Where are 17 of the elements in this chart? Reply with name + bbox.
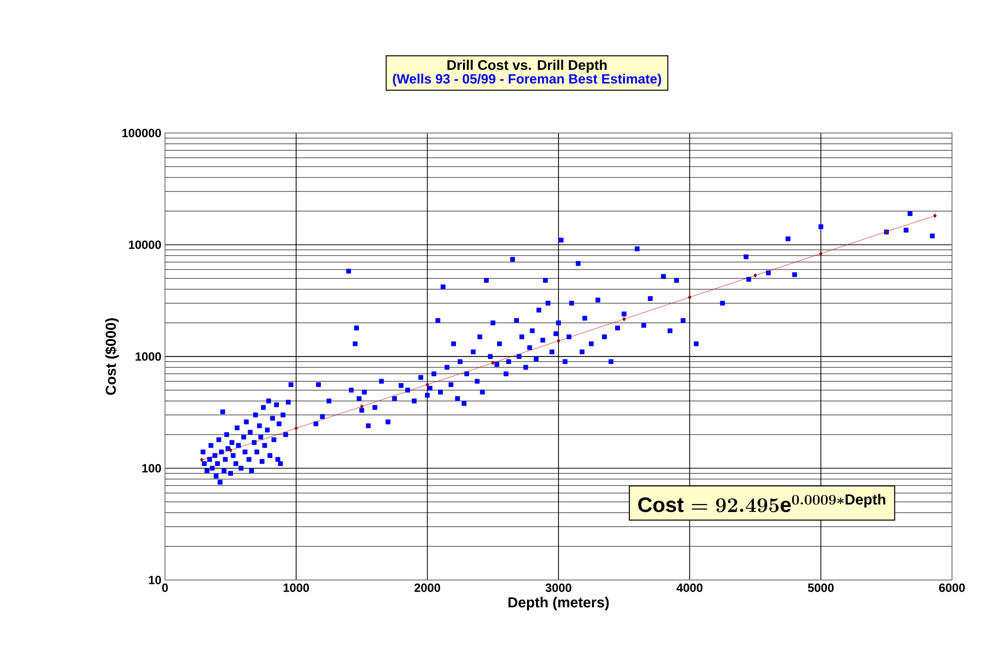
x-tick-label: 4000 (676, 584, 702, 592)
y-tick-label: 100 (142, 464, 161, 472)
y-axis-title: Cost ($000) (105, 318, 119, 395)
y-tick-label: 10000 (128, 240, 161, 249)
x-tick-label: 0 (162, 584, 168, 592)
x-tick-label: 5000 (808, 584, 834, 592)
y-tick-label: 10 (148, 576, 161, 584)
x-tick-label: 6000 (939, 584, 965, 592)
x-axis-title: Depth (meters) (508, 596, 609, 610)
chart-title: Drill Cost vs. Drill Depth (447, 60, 607, 73)
chart-subtitle: (Wells 93 - 05/99 - Foreman Best Estimate) (392, 74, 662, 86)
y-tick-label: 1000 (136, 352, 161, 361)
x-tick-label: 3000 (545, 584, 572, 592)
annotation: $\text{Cost} = 92.495\text{e}^{0.0009*\text{Depth}}$ (638, 494, 886, 512)
y-tick-label: 100000 (122, 128, 161, 138)
x-tick-label: 1000 (284, 584, 309, 592)
x-tick-label: 2000 (414, 584, 440, 592)
